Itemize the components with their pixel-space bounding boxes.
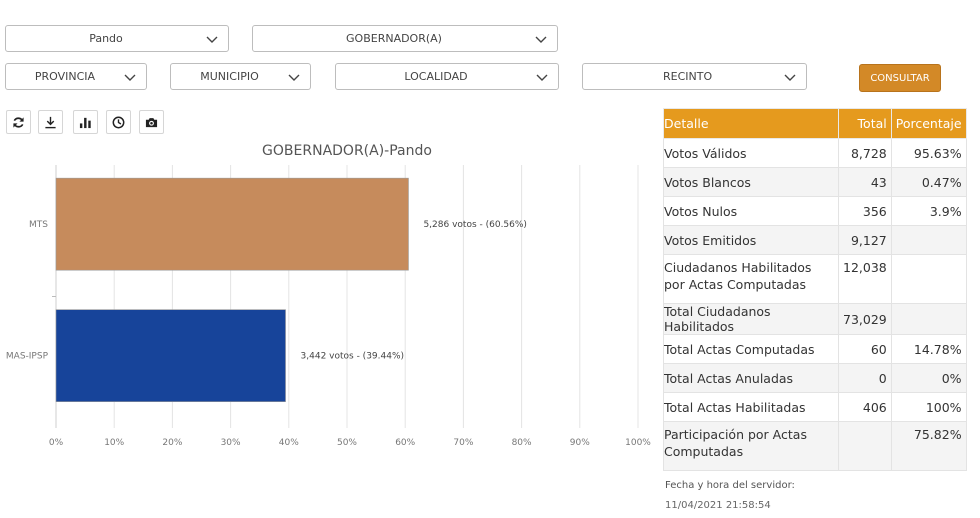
row-label: Votos Blancos [663, 167, 839, 197]
history-button[interactable] [106, 110, 131, 134]
category-label: MTS [29, 220, 48, 230]
header-total: Total [838, 108, 892, 139]
cargo-value: GOBERNADOR(A) [346, 32, 442, 45]
bar [55, 177, 409, 271]
x-tick-label: 0% [49, 438, 64, 448]
x-tick-label: 60% [395, 438, 415, 448]
row-total: 43 [838, 167, 892, 197]
x-tick-label: 40% [279, 438, 299, 448]
table-row: Total Ciudadanos Habilitados 73,029 [663, 303, 967, 335]
row-total: 9,127 [838, 225, 892, 255]
municipio-value: MUNICIPIO [200, 70, 259, 83]
chevron-down-icon [206, 36, 218, 43]
bar-chart-icon [79, 117, 91, 128]
row-total [838, 421, 892, 471]
row-pct: 0% [890, 363, 967, 393]
x-tick-label: 10% [104, 438, 124, 448]
recinto-value: RECINTO [663, 70, 713, 83]
table-row: Participación por Actas Computadas 75.82… [663, 421, 967, 471]
table-row: Ciudadanos Habilitados por Actas Computa… [663, 254, 967, 304]
table-header-row: Detalle Total Porcentaje [663, 108, 967, 139]
chevron-down-icon [535, 36, 547, 43]
row-pct [890, 225, 967, 255]
row-pct: 14.78% [890, 334, 967, 364]
camera-icon [145, 117, 158, 127]
row-total: 356 [838, 196, 892, 226]
chevron-down-icon [784, 74, 796, 81]
x-tick-label: 80% [512, 438, 532, 448]
row-label: Ciudadanos Habilitados por Actas Computa… [663, 254, 839, 304]
x-tick-label: 50% [337, 438, 357, 448]
row-label: Total Ciudadanos Habilitados [663, 303, 839, 335]
refresh-button[interactable] [6, 110, 31, 134]
chevron-down-icon [124, 74, 136, 81]
departamento-value: Pando [89, 32, 123, 45]
x-tick-label: 100% [625, 438, 651, 448]
row-pct: 100% [890, 392, 967, 422]
row-total: 0 [838, 363, 892, 393]
row-label: Total Actas Computadas [663, 334, 839, 364]
row-pct [890, 303, 967, 335]
row-total: 8,728 [838, 138, 892, 168]
municipio-select[interactable]: MUNICIPIO [170, 63, 311, 90]
table-row: Total Actas Anuladas 0 0% [663, 363, 967, 393]
server-time-value: 11/04/2021 21:58:54 [665, 500, 771, 511]
server-time-label: Fecha y hora del servidor: [665, 480, 795, 491]
table-row: Votos Válidos 8,728 95.63% [663, 138, 967, 168]
row-label: Total Actas Habilitadas [663, 392, 839, 422]
download-button[interactable] [38, 110, 63, 134]
row-label: Total Actas Anuladas [663, 363, 839, 393]
x-tick-label: 20% [162, 438, 182, 448]
chevron-down-icon [288, 74, 300, 81]
chevron-down-icon [536, 74, 548, 81]
x-tick-label: 70% [453, 438, 473, 448]
recinto-select[interactable]: RECINTO [582, 63, 807, 90]
row-total: 406 [838, 392, 892, 422]
refresh-icon [13, 116, 24, 128]
bar-chart: 0% 10% 20% 30% 40% 50% 60% 70% 80% 90% 100% MTS 5,28… [6, 165, 651, 448]
data-label: 5,286 votos - (60.56%) [423, 220, 527, 230]
chart-type-button[interactable] [73, 110, 98, 134]
row-total: 60 [838, 334, 892, 364]
table-row: Total Actas Computadas 60 14.78% [663, 334, 967, 364]
row-pct: 0.47% [890, 167, 967, 197]
row-pct: 3.9% [890, 196, 967, 226]
provincia-value: PROVINCIA [34, 70, 96, 83]
x-tick-label: 30% [221, 438, 241, 448]
download-icon [45, 116, 56, 128]
localidad-select[interactable]: LOCALIDAD [335, 63, 559, 90]
bar [55, 309, 286, 402]
chart-title: GOBERNADOR(A)-Pando [262, 143, 432, 159]
row-label: Votos Válidos [663, 138, 839, 168]
localidad-value: LOCALIDAD [404, 70, 468, 83]
category-label: MAS-IPSP [6, 352, 49, 362]
cargo-select[interactable]: GOBERNADOR(A) [252, 25, 558, 52]
header-porcentaje: Porcentaje [890, 108, 967, 139]
row-label: Participación por Actas Computadas [663, 421, 839, 471]
row-label: Votos Nulos [663, 196, 839, 226]
row-pct [890, 254, 967, 304]
x-tick-label: 90% [570, 438, 590, 448]
table-row: Votos Nulos 356 3.9% [663, 196, 967, 226]
table-row: Total Actas Habilitadas 406 100% [663, 392, 967, 422]
row-label: Votos Emitidos [663, 225, 839, 255]
consultar-button[interactable]: CONSULTAR [859, 64, 941, 92]
table-row: Votos Emitidos 9,127 [663, 225, 967, 255]
clock-icon [112, 116, 125, 128]
departamento-select[interactable]: Pando [5, 25, 229, 52]
row-pct: 75.82% [890, 421, 967, 471]
detalle-table: Detalle Total Porcentaje Votos Válidos 8… [663, 108, 967, 471]
screenshot-button[interactable] [139, 110, 164, 134]
row-total: 12,038 [838, 254, 892, 304]
table-row: Votos Blancos 43 0.47% [663, 167, 967, 197]
provincia-select[interactable]: PROVINCIA [5, 63, 147, 90]
row-total: 73,029 [838, 303, 892, 335]
row-pct: 95.63% [890, 138, 967, 168]
data-label: 3,442 votos - (39.44%) [301, 352, 405, 362]
header-detalle: Detalle [663, 108, 839, 139]
